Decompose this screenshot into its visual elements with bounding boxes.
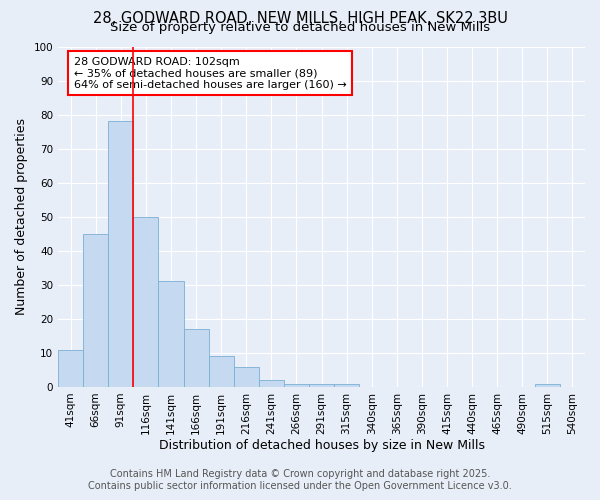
Bar <box>58 350 83 387</box>
Bar <box>309 384 334 387</box>
Text: 28 GODWARD ROAD: 102sqm
← 35% of detached houses are smaller (89)
64% of semi-de: 28 GODWARD ROAD: 102sqm ← 35% of detache… <box>74 56 347 90</box>
Bar <box>83 234 108 387</box>
Text: Size of property relative to detached houses in New Mills: Size of property relative to detached ho… <box>110 22 490 35</box>
Text: 28, GODWARD ROAD, NEW MILLS, HIGH PEAK, SK22 3BU: 28, GODWARD ROAD, NEW MILLS, HIGH PEAK, … <box>92 11 508 26</box>
Bar <box>284 384 309 387</box>
Bar <box>209 356 233 387</box>
Y-axis label: Number of detached properties: Number of detached properties <box>15 118 28 315</box>
Bar <box>233 366 259 387</box>
Bar <box>158 282 184 387</box>
Bar <box>184 329 209 387</box>
Bar <box>535 384 560 387</box>
Bar <box>133 216 158 387</box>
Bar <box>259 380 284 387</box>
Bar <box>334 384 359 387</box>
Bar <box>108 122 133 387</box>
Text: Contains HM Land Registry data © Crown copyright and database right 2025.
Contai: Contains HM Land Registry data © Crown c… <box>88 470 512 491</box>
X-axis label: Distribution of detached houses by size in New Mills: Distribution of detached houses by size … <box>158 440 485 452</box>
